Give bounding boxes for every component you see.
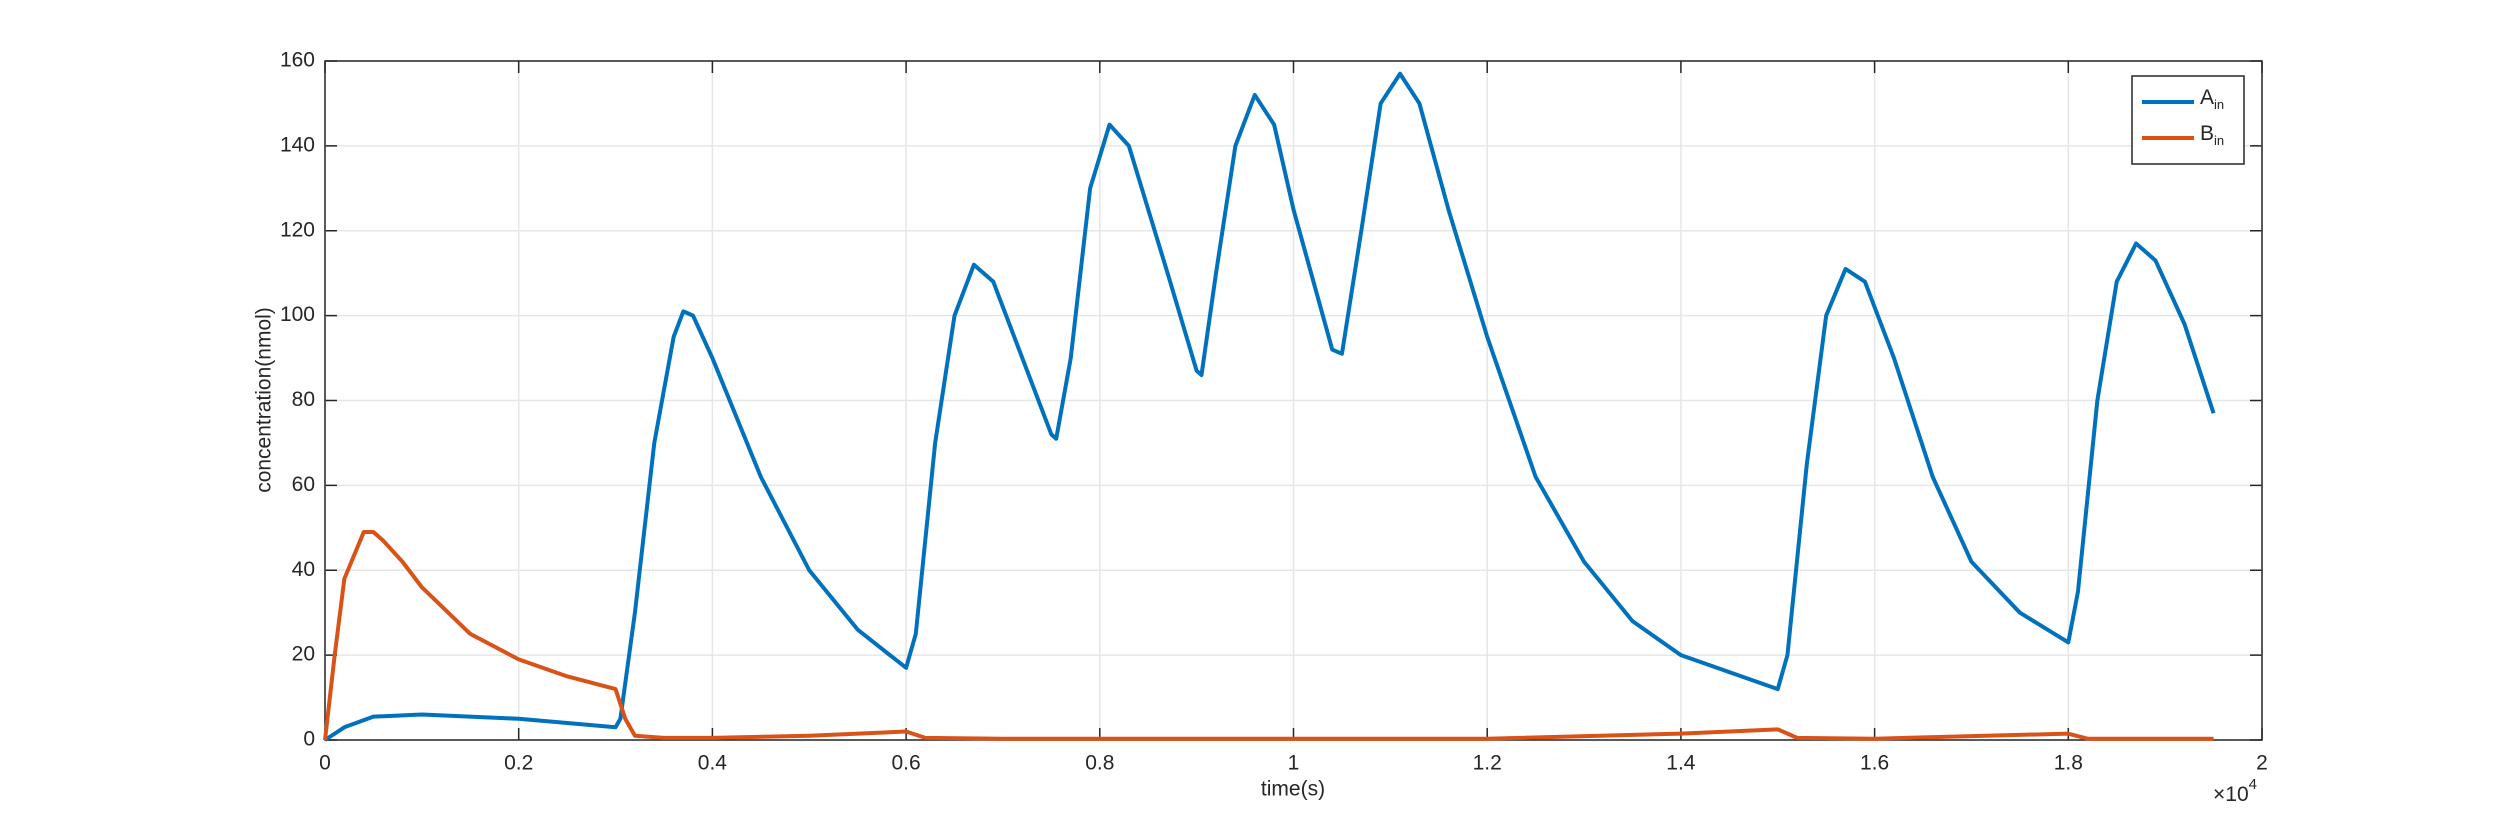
legend-box bbox=[2131, 75, 2245, 165]
data-line bbox=[323, 530, 2214, 741]
x-tick-label: 0.4 bbox=[698, 752, 728, 775]
x-tick-label: 0.2 bbox=[504, 752, 533, 775]
legend-label: Ain bbox=[2200, 86, 2224, 113]
x-tick-label: 1.8 bbox=[2054, 752, 2083, 775]
x-tick-label: 0.8 bbox=[1085, 752, 1114, 775]
data-line bbox=[323, 71, 2216, 742]
y-tick-label: 100 bbox=[280, 303, 315, 326]
legend-name: A bbox=[2200, 86, 2214, 109]
y-tick-label: 0 bbox=[303, 728, 315, 751]
y-tick-label: 40 bbox=[292, 558, 315, 581]
legend-label: Bin bbox=[2200, 122, 2224, 149]
x-multiplier-base: ×10 bbox=[2213, 783, 2249, 806]
x-multiplier: ×104 bbox=[2213, 776, 2257, 806]
legend-subscript: in bbox=[2214, 133, 2224, 148]
x-tick-label: 2 bbox=[2256, 752, 2268, 775]
legend-name: B bbox=[2200, 122, 2214, 145]
y-tick-label: 20 bbox=[292, 643, 315, 666]
y-axis-label: concentration(nmol) bbox=[253, 307, 276, 493]
x-multiplier-exponent: 4 bbox=[2249, 776, 2257, 793]
x-tick-label: 0 bbox=[319, 752, 331, 775]
y-tick-label: 160 bbox=[280, 49, 315, 72]
x-tick-label: 1.6 bbox=[1860, 752, 1889, 775]
legend-subscript: in bbox=[2214, 97, 2224, 112]
x-tick-label: 1.2 bbox=[1473, 752, 1502, 775]
y-tick-label: 60 bbox=[292, 473, 315, 496]
y-tick-label: 120 bbox=[280, 218, 315, 241]
x-tick-label: 0.6 bbox=[891, 752, 920, 775]
x-axis-label: time(s) bbox=[1261, 778, 1325, 801]
y-tick-label: 80 bbox=[292, 388, 315, 411]
y-tick-label: 140 bbox=[280, 133, 315, 156]
x-tick-label: 1.4 bbox=[1666, 752, 1696, 775]
x-tick-label: 1 bbox=[1288, 752, 1300, 775]
